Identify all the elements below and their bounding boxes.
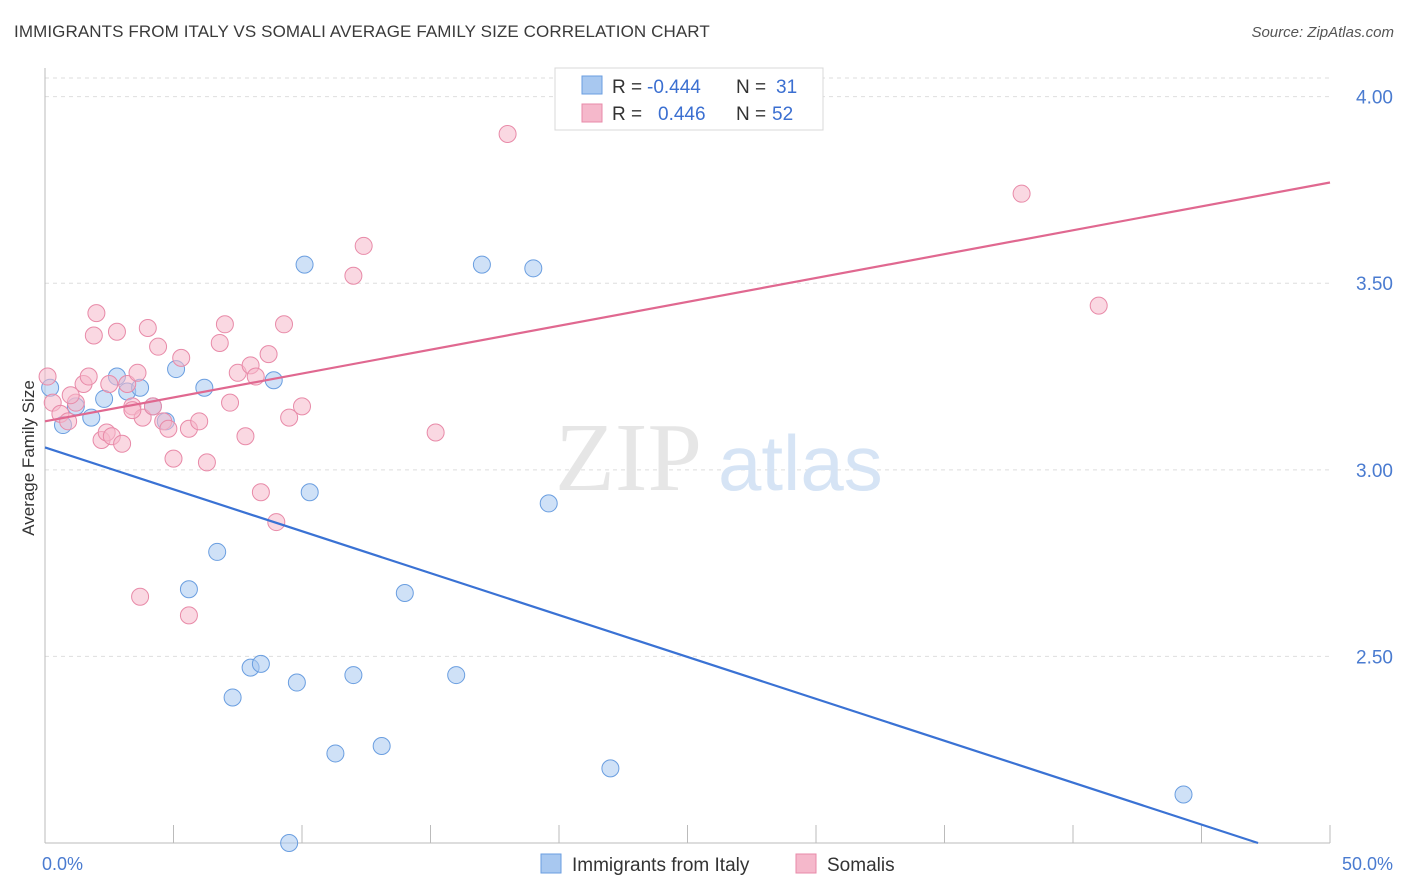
data-points <box>38 124 1193 852</box>
somalis-point <box>79 367 98 386</box>
italy-point <box>1174 785 1193 804</box>
somalis-point <box>1089 296 1108 315</box>
y-tick-label: 3.50 <box>1356 274 1393 295</box>
chart-title: IMMIGRANTS FROM ITALY VS SOMALI AVERAGE … <box>14 22 710 41</box>
y-tick-label: 4.00 <box>1356 88 1393 109</box>
italy-point <box>280 834 299 852</box>
somalis-point <box>131 587 150 606</box>
legend-n-label-somalis: N = <box>736 104 766 125</box>
legend-n-value-somalis: 52 <box>772 104 793 125</box>
trend-lines <box>44 181 1331 845</box>
legend-n-label-italy: N = <box>736 77 766 98</box>
watermark-zip: ZIP <box>555 404 702 512</box>
somalis-point <box>118 375 137 393</box>
italy-point <box>524 259 543 278</box>
watermark-atlas: atlas <box>718 419 883 507</box>
somalis-point <box>84 326 103 345</box>
italy-trend-line <box>44 446 1259 845</box>
italy-point <box>472 255 491 274</box>
somalis-point <box>344 266 363 285</box>
somalis-point <box>128 363 147 382</box>
italy-point <box>601 759 620 778</box>
somalis-point <box>100 375 119 393</box>
somalis-point <box>107 322 126 341</box>
italy-point <box>287 673 306 692</box>
source-credit: Source: ZipAtlas.com <box>1251 24 1394 41</box>
italy-point <box>300 483 319 502</box>
somalis-point <box>159 419 178 438</box>
somalis-point <box>38 367 57 386</box>
y-tick-labels: 2.50 3.00 3.50 4.00 <box>1356 88 1393 669</box>
legend-bottom: Immigrants from Italy Somalis <box>540 853 895 876</box>
legend-swatch-italy <box>581 75 603 95</box>
x-tick-label: 50.0% <box>1342 854 1393 874</box>
somalis-point <box>251 483 270 502</box>
somalis-point <box>179 606 198 625</box>
somalis-point <box>498 124 517 143</box>
somalis-point <box>164 449 183 468</box>
somalis-point <box>259 345 278 364</box>
legend-r-label-somalis: R = <box>612 104 642 125</box>
italy-point <box>539 494 558 513</box>
legend-r-value-somalis: 0.446 <box>658 104 706 125</box>
y-tick-label: 2.50 <box>1356 647 1393 668</box>
somalis-point <box>149 337 168 356</box>
somalis-point <box>172 348 191 367</box>
legend-bottom-swatch-italy <box>540 853 562 874</box>
italy-point <box>295 255 314 274</box>
somalis-point <box>236 427 255 446</box>
legend-n-value-italy: 31 <box>776 77 797 98</box>
somalis-point <box>210 333 229 352</box>
x-tick-label: 0.0% <box>42 854 83 874</box>
y-tick-label: 3.00 <box>1356 461 1393 482</box>
somalis-point <box>87 304 106 323</box>
italy-point <box>251 654 270 673</box>
somalis-point <box>293 397 311 416</box>
somalis-point <box>1012 184 1031 203</box>
somalis-point <box>215 315 234 334</box>
italy-point <box>372 736 391 755</box>
x-tick-labels: 0.0% 50.0% <box>42 854 1393 874</box>
legend-r-label-italy: R = <box>612 77 642 98</box>
italy-point <box>326 744 345 763</box>
italy-point <box>223 688 242 707</box>
y-axis-label: Average Family Size <box>19 380 38 536</box>
somalis-point <box>197 453 216 472</box>
italy-point <box>95 389 114 408</box>
italy-point <box>344 666 363 685</box>
italy-point <box>208 542 227 561</box>
legend-swatch-somalis <box>581 103 603 123</box>
legend-r-value-italy: -0.444 <box>647 77 701 98</box>
somalis-trend-line <box>44 181 1331 423</box>
somalis-point <box>275 315 294 334</box>
legend-bottom-swatch-somalis <box>795 853 817 874</box>
somalis-point <box>113 434 132 453</box>
axes <box>44 68 1331 844</box>
italy-point <box>395 583 414 602</box>
somalis-point <box>280 408 299 427</box>
legend-bottom-label-somalis: Somalis <box>827 855 895 876</box>
italy-point <box>447 666 466 685</box>
legend-bottom-label-italy: Immigrants from Italy <box>572 855 750 876</box>
italy-point <box>179 580 198 599</box>
somalis-point <box>138 319 157 338</box>
somalis-point <box>354 236 373 255</box>
legend-top: R = -0.444 N = 31 R = 0.446 N = 52 <box>554 67 824 131</box>
somalis-point <box>426 423 445 442</box>
somalis-point <box>190 412 209 431</box>
somalis-point <box>61 386 80 405</box>
somalis-point <box>221 393 240 412</box>
